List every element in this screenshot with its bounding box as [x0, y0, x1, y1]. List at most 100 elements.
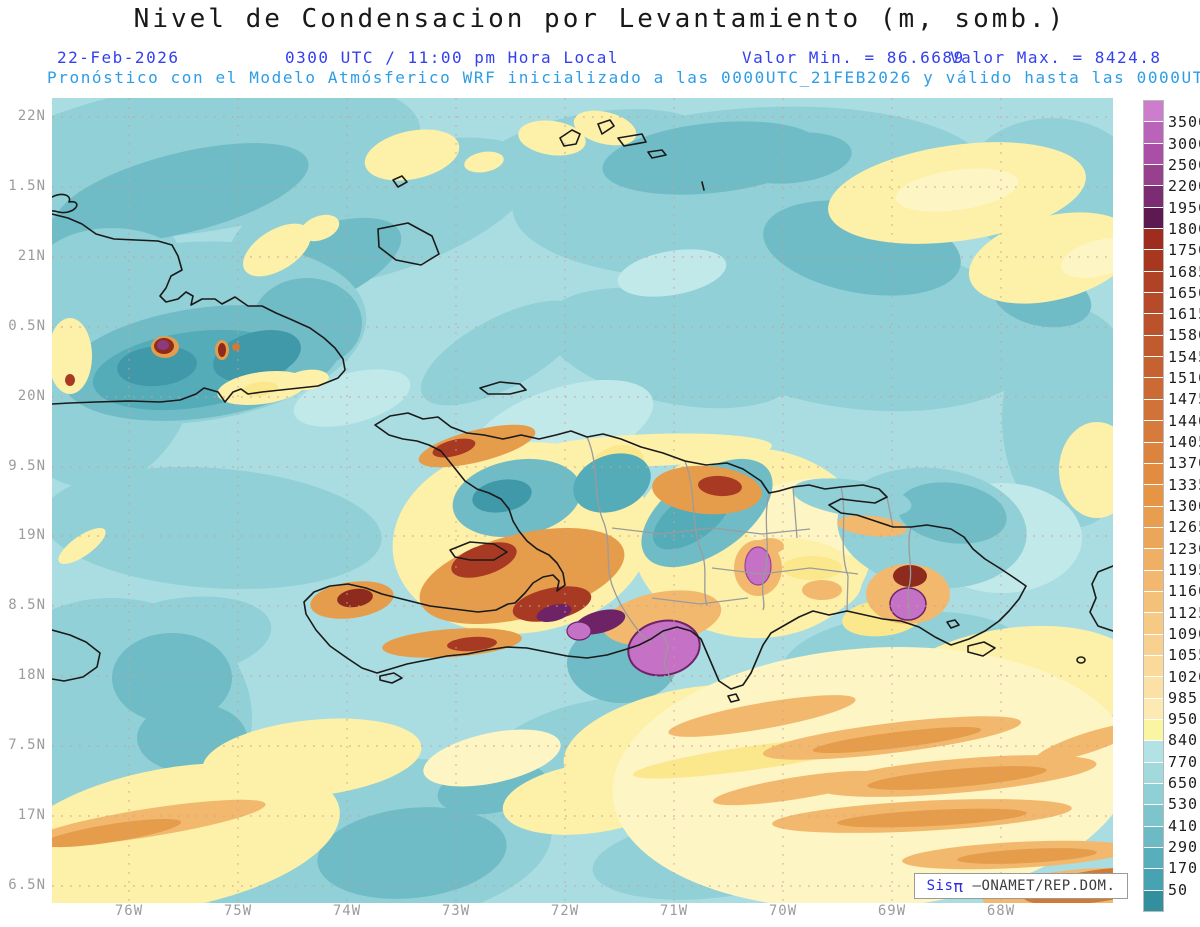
colorbar-segment [1144, 848, 1163, 870]
lat-tick-label: 8.5N [8, 597, 46, 614]
lon-tick-label: 68W [986, 903, 1016, 919]
beata-coastline [727, 693, 740, 703]
colorbar-segment [1144, 250, 1163, 272]
colorbar-segment [1144, 229, 1163, 251]
colorbar-tick-label: 1685 [1168, 262, 1200, 281]
catalina-coastline [946, 619, 960, 629]
colorbar-tick-label: 530 [1168, 795, 1199, 814]
colorbar-segment [1144, 527, 1163, 550]
colorbar-segment [1144, 634, 1163, 656]
cuba-coastline [52, 213, 346, 405]
colorbar-tick-label: 2200 [1168, 177, 1200, 196]
lat-tick-label: 17N [17, 807, 46, 823]
colorbar-segment [1144, 826, 1163, 849]
colorbar-segment [1144, 762, 1163, 784]
colorbar-tick-label: 2500 [1168, 155, 1200, 174]
page-title: Nivel de Condensacion por Levantamiento … [133, 4, 1067, 34]
value-min-label: Valor Min. = 86.6689 [742, 48, 965, 67]
lon-tick-label: 73W [441, 903, 471, 919]
colorbar-tick-label: 950 [1168, 710, 1199, 729]
colorbar-tick-label: 1510 [1168, 369, 1200, 388]
colorbar-tick-label: 1950 [1168, 198, 1200, 217]
colorbar-segment [1144, 655, 1163, 678]
lat-tick-label: 22N [17, 108, 46, 124]
colorbar-tick-label: 290 [1168, 838, 1199, 857]
colorbar-tick-label: 1090 [1168, 624, 1200, 643]
colorbar-segment [1144, 357, 1163, 379]
colorbar-segment [1144, 186, 1163, 208]
lat-tick-label: 0.5N [8, 317, 46, 334]
colorbar-tick-label: 1475 [1168, 390, 1200, 409]
lon-tick-label: 72W [550, 903, 580, 919]
lat-tick-label: 7.5N [8, 737, 46, 754]
date-label: 22-Feb-2026 [57, 48, 180, 67]
colorbar-tick-label: 1650 [1168, 283, 1200, 302]
lat-tick-label: 21N [17, 247, 46, 264]
colorbar-tick-label: 1265 [1168, 518, 1200, 537]
turks-caicos-coastline [559, 119, 705, 191]
ile-a-vache-coastline [379, 672, 403, 684]
colorbar-tick-label: 1545 [1168, 347, 1200, 366]
watermark-badge: Sis π – ONAMET/REP.DOM. [914, 873, 1128, 899]
value-max-label: Valor Max. = 8424.8 [950, 48, 1162, 67]
colorbar-tick-label: 985 [1168, 688, 1199, 707]
jamaica-coastline [52, 629, 101, 682]
pi-symbol: π [953, 876, 964, 896]
lon-tick-label: 74W [332, 903, 362, 919]
lat-tick-label: 19N [17, 527, 46, 544]
little-inagua-coastline [392, 175, 408, 188]
valid-time-label: 0300 UTC / 11:00 pm Hora Local [285, 48, 619, 67]
colorbar-tick-label: 1370 [1168, 454, 1200, 473]
colorbar-segment [1144, 698, 1163, 720]
lon-tick-label: 75W [223, 903, 253, 919]
colorbar-tick-label: 1405 [1168, 433, 1200, 452]
tortuga-coastline [479, 381, 527, 395]
colorbar-tick-label: 1750 [1168, 241, 1200, 260]
watermark-dash: – [972, 878, 982, 894]
cuba-hotspots [151, 336, 240, 360]
colorbar-segment [1144, 335, 1163, 358]
colorbar-tick-label: 1020 [1168, 667, 1200, 686]
colorbar-tick-label: 1300 [1168, 497, 1200, 515]
colorbar-segment [1144, 143, 1163, 166]
colorbar-tick-label: 1195 [1168, 560, 1200, 579]
watermark-brand: Sis [926, 878, 954, 894]
colorbar-segment [1144, 719, 1163, 742]
forecast-subtitle: Pronóstico con el Modelo Atmósferico WRF… [47, 68, 1200, 87]
lon-tick-label: 76W [114, 903, 144, 919]
lat-tick-label: 1.5N [8, 177, 46, 194]
colorbar-tick-label: 1230 [1168, 539, 1200, 558]
colorbar-tick-label: 1615 [1168, 305, 1200, 324]
colorbar-segment [1144, 591, 1163, 614]
colorbar-segment [1144, 784, 1163, 806]
province-borders [586, 436, 912, 683]
colorbar-tick-label: 50 [1168, 880, 1189, 899]
colorbar-segment [1144, 485, 1163, 507]
bahamas-islet-coastline [52, 193, 78, 214]
colorbar-tick-label: 840 [1168, 731, 1199, 750]
lon-tick-label: 69W [877, 903, 907, 919]
lat-tick-label: 18N [17, 667, 46, 684]
colorbar-tick-label: 770 [1168, 752, 1199, 771]
colorbar-segment [1144, 677, 1163, 699]
great-inagua-coastline [377, 222, 440, 266]
colorbar-tick-label: 650 [1168, 774, 1199, 793]
colorbar-segment [1144, 805, 1163, 827]
colorbar-segment [1144, 271, 1163, 294]
colorbar-tick-label: 1160 [1168, 582, 1200, 601]
colorbar-segment [1144, 890, 1163, 912]
colorbar-tick-label: 1580 [1168, 326, 1200, 345]
colorbar-tick-label: 410 [1168, 816, 1199, 835]
saona-coastline [967, 641, 996, 657]
colorbar-tick-label: 1335 [1168, 475, 1200, 494]
colorbar-segment [1144, 378, 1163, 400]
colorbar-segment [1144, 741, 1163, 763]
colorbar-segment [1144, 613, 1163, 635]
colorbar-segment [1144, 399, 1163, 422]
gonave-coastline [449, 541, 508, 561]
colorbar-tick-label: 1125 [1168, 603, 1200, 622]
colorbar-tick-label: 1055 [1168, 646, 1200, 665]
colorbar [1143, 100, 1164, 912]
colorbar-segment [1144, 506, 1163, 528]
colorbar-tick-label: 170 [1168, 859, 1199, 878]
